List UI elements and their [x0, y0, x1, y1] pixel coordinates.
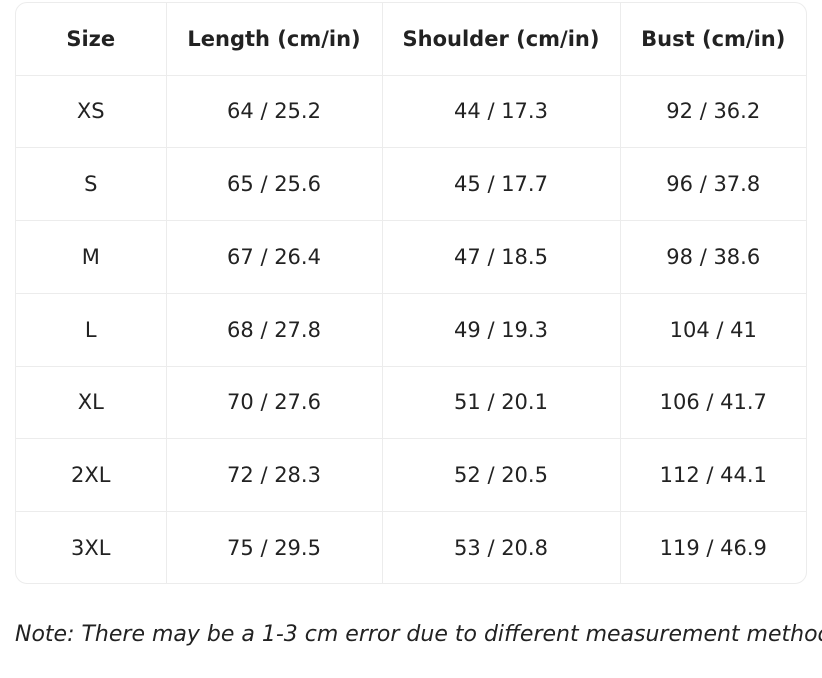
note: Note: There may be a 1-3 cm error due to… — [15, 622, 822, 647]
column-header: Shoulder (cm/in) — [382, 3, 621, 76]
table-row: 3XL 75 / 29.5 53 / 20.8 119 / 46.9 — [16, 511, 806, 583]
table-cell: 98 / 38.6 — [620, 220, 806, 294]
table-row: S 65 / 25.6 45 / 17.7 96 / 37.8 — [16, 147, 806, 221]
table-cell: 53 / 20.8 — [382, 511, 621, 583]
table-cell: 65 / 25.6 — [166, 147, 383, 221]
table-cell: 45 / 17.7 — [382, 147, 621, 221]
table-cell: 106 / 41.7 — [620, 366, 806, 440]
table-cell: 64 / 25.2 — [166, 75, 383, 149]
table-cell: 75 / 29.5 — [166, 511, 383, 583]
table-cell: 52 / 20.5 — [382, 438, 621, 512]
table-cell: 70 / 27.6 — [166, 366, 383, 440]
table-row: XL 70 / 27.6 51 / 20.1 106 / 41.7 — [16, 366, 806, 440]
header-row: Size Length (cm/in) Shoulder (cm/in) Bust (… — [16, 3, 806, 76]
column-header: Length (cm/in) — [166, 3, 383, 76]
table-cell: L — [16, 293, 167, 367]
column-header: Size — [16, 3, 167, 76]
table-cell: 67 / 26.4 — [166, 220, 383, 294]
table-cell: 51 / 20.1 — [382, 366, 621, 440]
table-row: L 68 / 27.8 49 / 19.3 104 / 41 — [16, 293, 806, 367]
table-row: M 67 / 26.4 47 / 18.5 98 / 38.6 — [16, 220, 806, 294]
column-header: Bust (cm/in) — [620, 3, 806, 76]
table-cell: M — [16, 220, 167, 294]
table-cell: 49 / 19.3 — [382, 293, 621, 367]
size-table-frame: Size Length (cm/in) Shoulder (cm/in) Bust (… — [15, 2, 807, 584]
table-cell: 92 / 36.2 — [620, 75, 806, 149]
table-cell: XS — [16, 75, 167, 149]
table-cell: 47 / 18.5 — [382, 220, 621, 294]
table-row: XS 64 / 25.2 44 / 17.3 92 / 36.2 — [16, 75, 806, 149]
size-table: Size Length (cm/in) Shoulder (cm/in) Bust (… — [16, 3, 806, 583]
table-cell: 44 / 17.3 — [382, 75, 621, 149]
table-cell: 96 / 37.8 — [620, 147, 806, 221]
table-cell: 68 / 27.8 — [166, 293, 383, 367]
table-cell: 72 / 28.3 — [166, 438, 383, 512]
table-cell: 112 / 44.1 — [620, 438, 806, 512]
table-cell: 119 / 46.9 — [659, 535, 767, 560]
table-cell: XL — [16, 366, 167, 440]
table-cell: 3XL — [16, 511, 167, 583]
table-row: 2XL 72 / 28.3 52 / 20.5 112 / 44.1 — [16, 438, 806, 512]
table-cell: 104 / 41 — [620, 293, 806, 367]
table-body: XS 64 / 25.2 44 / 17.3 92 / 36.2 S 65 / 25.6 4… — [16, 75, 806, 583]
table-cell: 2XL — [16, 438, 167, 512]
table-cell: S — [16, 147, 167, 221]
